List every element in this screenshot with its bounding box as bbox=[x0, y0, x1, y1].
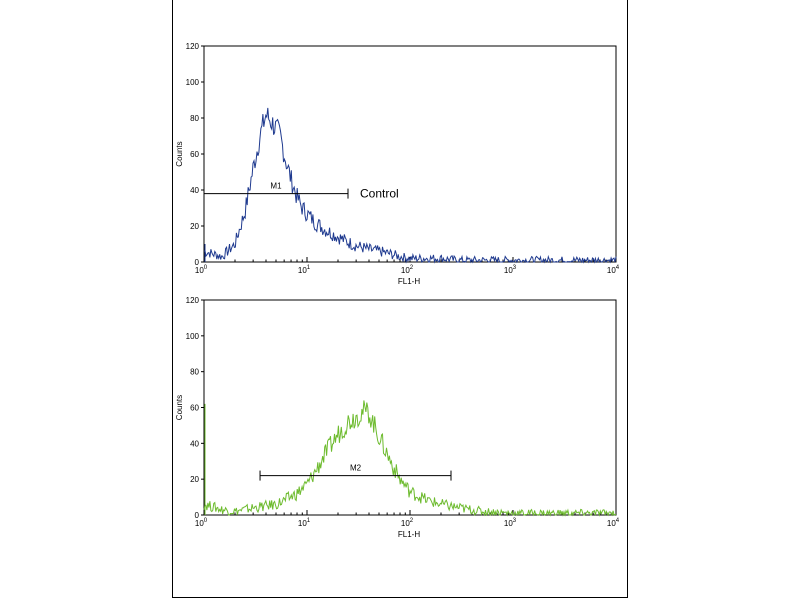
panel-1-y-tick-label: 120 bbox=[186, 42, 200, 51]
panel-2: 0 20 40 60 80 100 120 100 101 102 103 104 FL1-H Count… bbox=[175, 296, 620, 539]
panel-1-y-tick-label: 20 bbox=[190, 222, 199, 231]
panel-1-y-tick-label: 40 bbox=[190, 186, 199, 195]
panel-1-x-tick-label: 103 bbox=[504, 265, 517, 275]
panel-1-x-tick-label: 102 bbox=[401, 265, 414, 275]
panel-2-x-tick-label: 103 bbox=[504, 518, 517, 528]
panel-1-y-tick-label: 0 bbox=[195, 258, 200, 267]
panel-1: 0 20 40 60 80 100 120 100 101 102 103 104 FL1-H Count… bbox=[175, 42, 620, 286]
panel-2-y-tick-label: 20 bbox=[190, 475, 199, 484]
panel-2-marker-label: M2 bbox=[350, 464, 362, 473]
panel-2-y-tick-label: 80 bbox=[190, 368, 199, 377]
panel-1-series-line bbox=[203, 107, 617, 264]
panel-2-series-line bbox=[203, 400, 617, 517]
panel-2-x-tick-label: 102 bbox=[401, 518, 414, 528]
panel-1-annotation: Control bbox=[360, 187, 399, 201]
panel-1-x-axis-label: FL1-H bbox=[398, 277, 420, 286]
panel-2-y-tick-label: 60 bbox=[190, 404, 199, 413]
panel-2-y-axis-label: Counts bbox=[175, 395, 184, 420]
panel-2-x-tick-label: 104 bbox=[607, 518, 620, 528]
panel-1-plot-area bbox=[203, 45, 617, 263]
panel-1-y-tick-label: 100 bbox=[186, 78, 200, 87]
panel-1-marker-label: M1 bbox=[270, 182, 282, 191]
panel-1-y-tick-label: 80 bbox=[190, 114, 199, 123]
panel-2-x-axis-label: FL1-H bbox=[398, 530, 420, 539]
panel-1-x-tick-label: 100 bbox=[195, 265, 208, 275]
panel-2-x-tick-label: 100 bbox=[195, 518, 208, 528]
figure-frame bbox=[172, 0, 628, 598]
panel-2-y-tick-label: 100 bbox=[186, 332, 200, 341]
panel-1-x-tick-label: 104 bbox=[607, 265, 620, 275]
panel-1-y-axis-label: Counts bbox=[175, 141, 184, 166]
panel-2-y-tick-label: 0 bbox=[195, 511, 200, 520]
panel-2-plot-area bbox=[203, 299, 617, 516]
panel-1-x-tick-label: 101 bbox=[298, 265, 311, 275]
panel-2-y-tick-label: 120 bbox=[186, 296, 200, 305]
panel-1-y-tick-label: 60 bbox=[190, 150, 199, 159]
panel-2-x-tick-label: 101 bbox=[298, 518, 311, 528]
panel-2-y-tick-label: 40 bbox=[190, 439, 199, 448]
